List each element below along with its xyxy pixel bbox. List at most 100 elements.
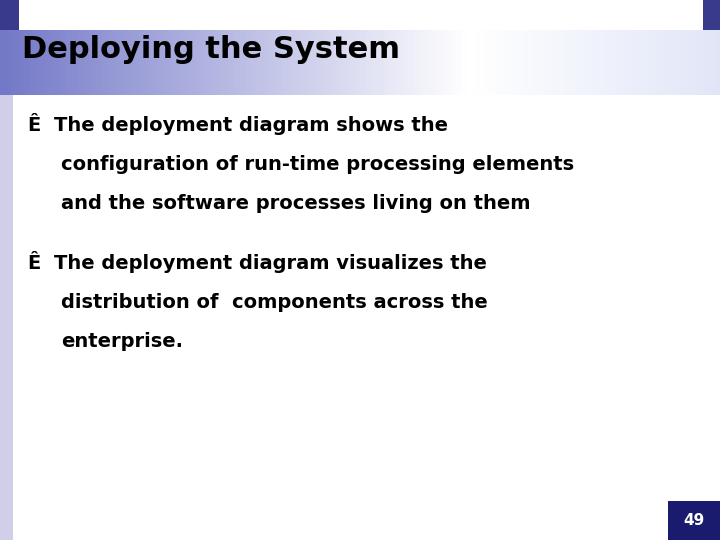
Bar <box>142 30 145 94</box>
Bar <box>535 30 539 94</box>
Bar <box>22 30 24 94</box>
Bar <box>53 30 56 94</box>
Bar <box>384 30 387 94</box>
Bar <box>166 30 168 94</box>
Bar <box>70 30 73 94</box>
Bar <box>38 30 42 94</box>
Bar <box>346 30 348 94</box>
Bar <box>324 30 327 94</box>
Bar <box>250 30 253 94</box>
Bar <box>670 30 672 94</box>
Bar <box>612 30 615 94</box>
Bar <box>389 30 392 94</box>
Bar <box>216 30 219 94</box>
Bar <box>81 30 85 94</box>
Bar <box>432 30 435 94</box>
Bar <box>343 30 346 94</box>
Bar <box>319 30 323 94</box>
Bar <box>665 30 668 94</box>
Bar <box>547 30 550 94</box>
Bar <box>153 30 157 94</box>
Bar <box>36 30 39 94</box>
Bar <box>439 30 442 94</box>
Bar <box>252 30 255 94</box>
Bar <box>621 30 625 94</box>
Bar <box>189 30 193 94</box>
Bar <box>540 30 543 94</box>
Bar <box>583 30 586 94</box>
Bar <box>358 30 361 94</box>
Bar <box>473 30 476 94</box>
Bar <box>554 30 557 94</box>
Bar <box>322 30 325 94</box>
Bar <box>290 30 294 94</box>
Bar <box>207 30 210 94</box>
Bar <box>228 30 231 94</box>
Bar <box>341 30 344 94</box>
Bar <box>569 30 572 94</box>
Bar <box>634 30 636 94</box>
Bar <box>600 30 603 94</box>
Bar <box>106 30 109 94</box>
Bar <box>655 30 658 94</box>
Bar <box>703 0 720 30</box>
Bar <box>130 30 132 94</box>
Bar <box>279 30 282 94</box>
Bar <box>5 30 8 94</box>
Bar <box>132 30 135 94</box>
Bar <box>595 30 598 94</box>
Bar <box>696 30 699 94</box>
Bar <box>326 30 330 94</box>
Bar <box>518 30 521 94</box>
Bar <box>480 30 483 94</box>
Bar <box>495 30 498 94</box>
Bar <box>192 30 195 94</box>
Bar <box>578 30 582 94</box>
Bar <box>708 30 711 94</box>
Text: configuration of run-time processing elements: configuration of run-time processing ele… <box>61 155 575 174</box>
Bar <box>374 30 377 94</box>
Bar <box>182 30 186 94</box>
Bar <box>538 30 541 94</box>
Bar <box>668 501 720 540</box>
Bar <box>423 30 426 94</box>
Bar <box>593 30 596 94</box>
Bar <box>626 30 629 94</box>
Bar <box>144 30 147 94</box>
Bar <box>94 30 96 94</box>
Bar <box>686 30 690 94</box>
Bar <box>243 30 246 94</box>
Bar <box>12 30 15 94</box>
Bar <box>218 30 222 94</box>
Bar <box>490 30 492 94</box>
Bar <box>351 30 354 94</box>
Bar <box>718 30 720 94</box>
Bar <box>434 30 438 94</box>
Bar <box>77 30 80 94</box>
Bar <box>511 30 514 94</box>
Bar <box>336 30 339 94</box>
Bar <box>475 30 478 94</box>
Bar <box>158 30 161 94</box>
Bar <box>146 30 150 94</box>
Bar <box>276 30 279 94</box>
Bar <box>588 30 591 94</box>
Bar <box>65 30 68 94</box>
Bar <box>425 30 428 94</box>
Bar <box>194 30 197 94</box>
Bar <box>50 30 53 94</box>
Bar <box>31 30 35 94</box>
Bar <box>122 30 125 94</box>
Bar <box>523 30 526 94</box>
Bar <box>120 30 123 94</box>
Bar <box>331 30 334 94</box>
Bar <box>17 30 20 94</box>
Bar <box>660 30 663 94</box>
Bar <box>297 30 301 94</box>
Bar <box>225 30 229 94</box>
Bar <box>667 30 670 94</box>
Text: and the software processes living on them: and the software processes living on the… <box>61 194 531 213</box>
Bar <box>171 30 174 94</box>
Bar <box>103 30 107 94</box>
Bar <box>477 30 481 94</box>
